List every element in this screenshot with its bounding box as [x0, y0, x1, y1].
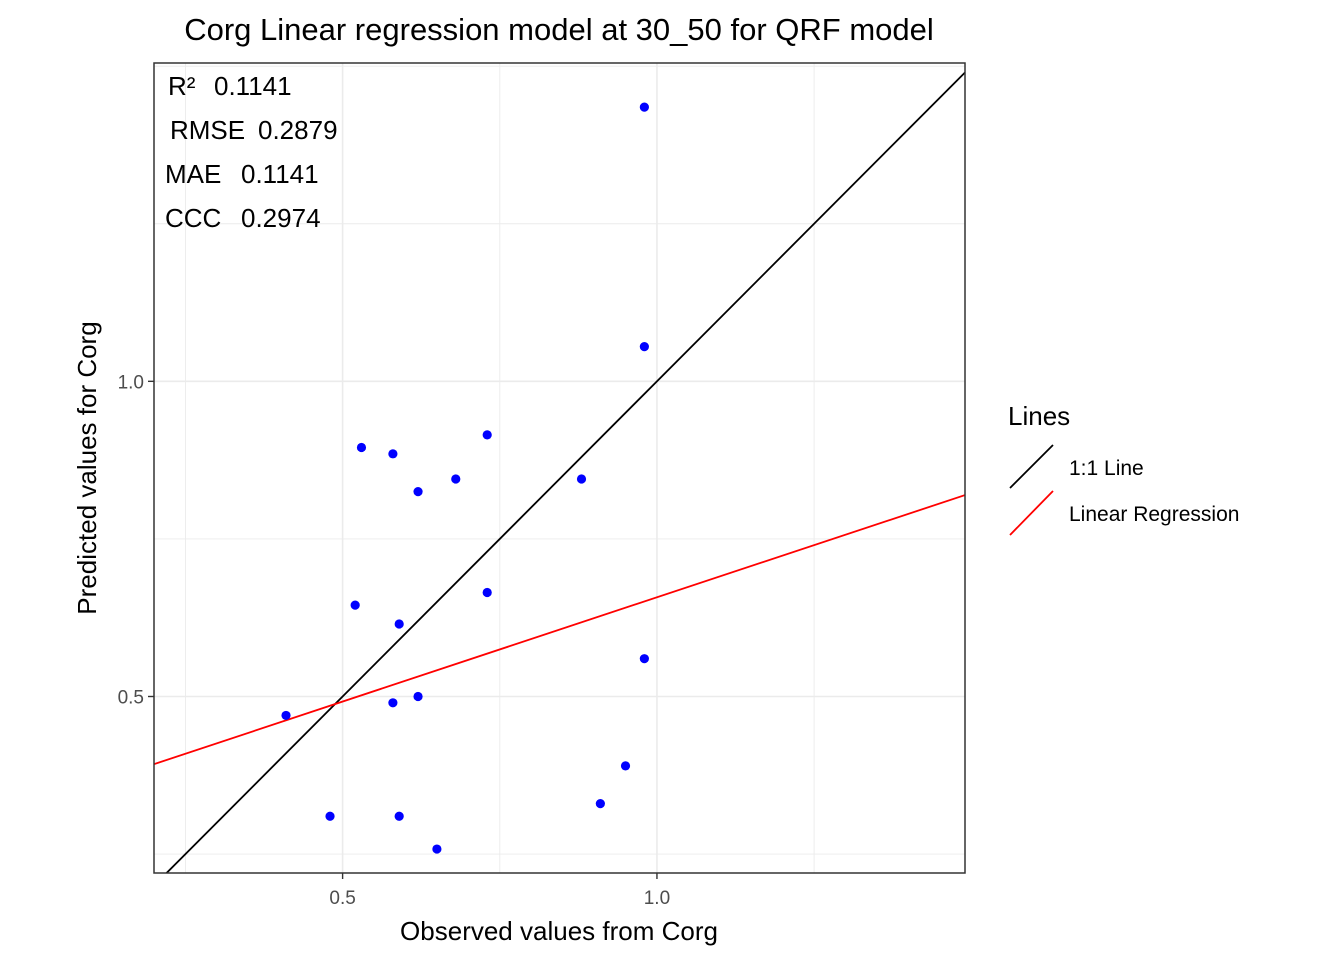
data-point-18	[394, 811, 404, 821]
data-point-5	[451, 474, 461, 484]
metrics-annotation: R² 0.1141 RMSE 0.2879 MAE 0.1141 CCC 0.2…	[165, 71, 338, 233]
one-to-one-line	[165, 71, 965, 873]
data-point-16	[595, 799, 605, 809]
rmse-value: 0.2879	[258, 115, 338, 145]
data-point-6	[576, 474, 587, 484]
x-tick-label-0: 0.5	[329, 888, 355, 909]
chart-title: Corg Linear regression model at 30_50 fo…	[184, 12, 934, 47]
legend-key-linear-regression	[1009, 490, 1054, 536]
x-tick-label-1: 1.0	[644, 888, 670, 909]
y-tick-label-1: 1.0	[118, 372, 144, 393]
data-point-9	[350, 600, 360, 610]
x-axis-ticks: 0.5 1.0	[329, 873, 670, 909]
legend: Lines 1:1 Line Linear Regression	[1008, 401, 1239, 536]
data-point-19	[432, 844, 442, 854]
data-point-11	[639, 654, 649, 664]
plot-panel-border	[153, 62, 966, 874]
ccc-value: 0.2974	[241, 203, 321, 233]
legend-key-1to1-line	[1009, 444, 1054, 489]
data-point-8	[482, 587, 492, 598]
r2-value: 0.1141	[214, 71, 292, 101]
data-point-7	[413, 487, 423, 497]
data-point-12	[413, 691, 423, 702]
y-tick-label-0: 0.5	[118, 688, 144, 709]
data-point-15	[620, 761, 631, 771]
data-point-14	[281, 710, 291, 721]
y-axis-ticks: 0.5 1.0	[118, 372, 154, 709]
legend-label-linear-regression: Linear Regression	[1069, 503, 1239, 526]
legend-title: Lines	[1008, 401, 1070, 431]
mae-value: 0.1141	[241, 159, 319, 189]
x-axis-title: Observed values from Corg	[400, 916, 718, 946]
data-point-3	[356, 442, 367, 453]
data-points	[281, 102, 649, 854]
linear-regression-line	[154, 494, 965, 766]
grid-lines	[154, 63, 965, 873]
y-axis-title: Predicted values for Corg	[72, 321, 102, 614]
data-point-13	[388, 698, 398, 708]
mae-label: MAE	[165, 159, 221, 189]
reference-lines	[154, 71, 965, 873]
data-point-2	[482, 430, 492, 440]
legend-label-1to1-line: 1:1 Line	[1069, 457, 1144, 480]
data-point-0	[639, 102, 649, 112]
data-point-17	[325, 811, 335, 821]
data-point-4	[388, 449, 398, 459]
ccc-label: CCC	[165, 203, 221, 233]
data-point-1	[639, 342, 649, 352]
rmse-label: RMSE	[170, 115, 245, 145]
r2-label: R²	[168, 71, 196, 101]
data-point-10	[394, 619, 404, 629]
